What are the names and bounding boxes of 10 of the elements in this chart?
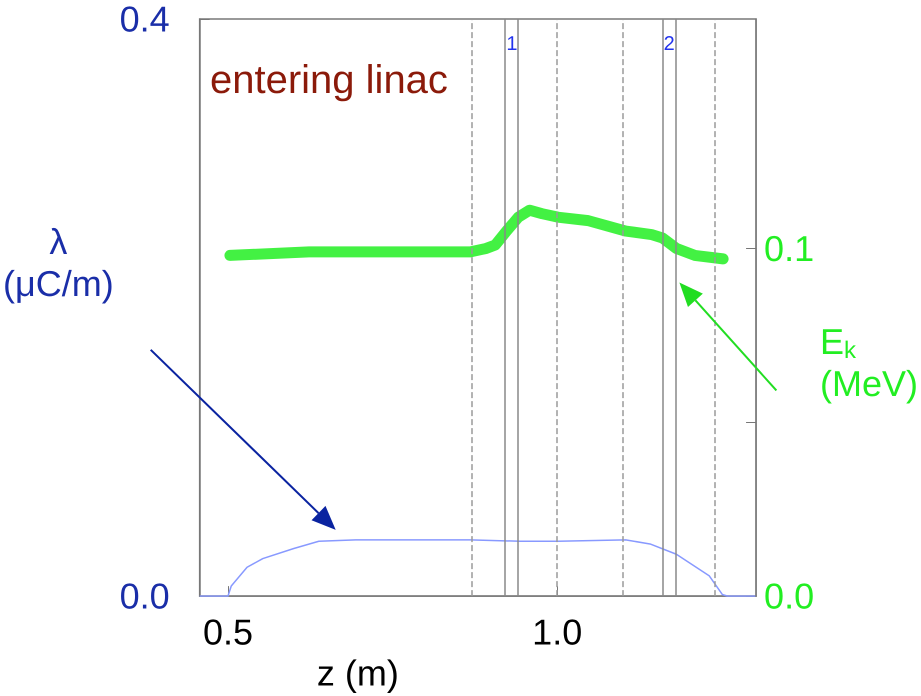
y-tick-label: 0.4 <box>120 0 170 40</box>
y2-tick-label: 0.1 <box>764 228 814 269</box>
y-axis-title: λ (μC/m) <box>2 221 114 304</box>
annotation: entering linac <box>210 58 448 102</box>
x-tick-label: 1.0 <box>532 612 582 653</box>
annotation: 2 <box>664 33 675 55</box>
x-tick-label: 0.5 <box>202 612 253 653</box>
annotation: 1 <box>506 33 518 55</box>
y2-tick-label: 0.0 <box>764 576 814 617</box>
x-axis-title: z (m) <box>316 652 399 694</box>
